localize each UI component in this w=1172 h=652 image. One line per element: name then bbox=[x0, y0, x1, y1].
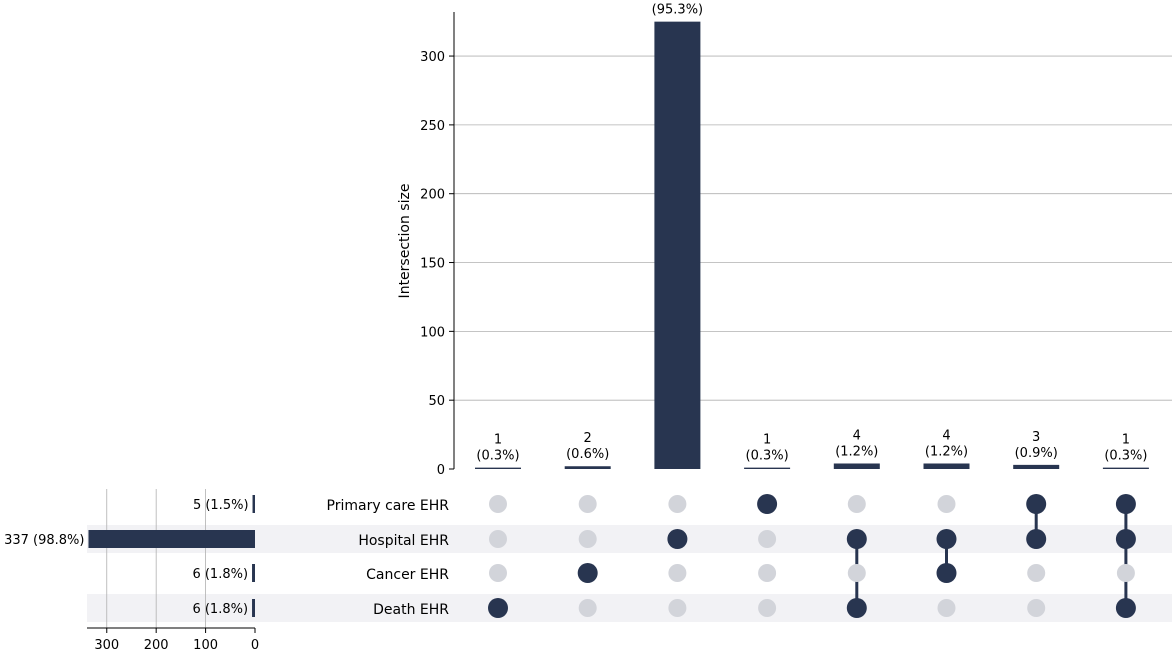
y-tick-label: 0 bbox=[437, 463, 445, 478]
matrix-dot-inactive bbox=[1027, 564, 1046, 582]
bar-percent-label: (0.3%) bbox=[1104, 449, 1147, 464]
matrix-dot-inactive bbox=[758, 599, 777, 617]
bar-count-label: 1 bbox=[763, 433, 771, 448]
matrix-dot-inactive bbox=[668, 599, 687, 617]
matrix-dot-inactive bbox=[937, 599, 956, 617]
intersection-bar bbox=[744, 467, 791, 469]
matrix-dot-inactive bbox=[489, 564, 507, 582]
matrix-dot-active bbox=[936, 563, 957, 583]
matrix-dot-active bbox=[1026, 529, 1047, 549]
y-tick-label: 150 bbox=[420, 257, 445, 272]
set-size-tick-label: 100 bbox=[193, 638, 218, 652]
matrix-dot-active bbox=[1115, 598, 1136, 618]
intersection-bar bbox=[654, 21, 701, 469]
y-tick-label: 300 bbox=[420, 50, 445, 65]
set-size-tick-label: 0 bbox=[251, 638, 259, 652]
matrix-dot-inactive bbox=[1027, 599, 1046, 617]
set-size-tick-label: 300 bbox=[94, 638, 119, 652]
intersection-bar bbox=[923, 463, 970, 469]
set-name-label: Hospital EHR bbox=[358, 533, 449, 549]
row-stripe bbox=[87, 525, 1172, 553]
set-size-ticks: 300 200 100 0 bbox=[94, 628, 259, 652]
intersection-bar bbox=[833, 463, 880, 469]
y-axis-title: Intersection size bbox=[397, 184, 413, 299]
matrix-dot-inactive bbox=[758, 530, 777, 548]
matrix-dot-inactive bbox=[489, 495, 507, 513]
matrix-dot-inactive bbox=[847, 564, 866, 582]
matrix-dot-inactive bbox=[489, 530, 507, 548]
bar-percent-label: (1.2%) bbox=[835, 444, 878, 459]
set-size-bar bbox=[252, 564, 255, 582]
matrix-dot-active bbox=[1026, 494, 1047, 514]
matrix-dot-active bbox=[667, 529, 688, 549]
set-names: Primary care EHR Hospital EHR Cancer EHR De… bbox=[327, 498, 450, 618]
matrix-dot-inactive bbox=[578, 599, 597, 617]
intersection-bars bbox=[475, 21, 1149, 469]
y-gridlines bbox=[454, 55, 1172, 401]
matrix-dot-inactive bbox=[668, 495, 687, 513]
set-size-bar bbox=[252, 599, 255, 617]
set-size-label: 6 (1.8%) bbox=[192, 567, 248, 582]
matrix-dot-inactive bbox=[578, 530, 597, 548]
set-size-label: 6 (1.8%) bbox=[192, 602, 248, 617]
bar-percent-label: (0.3%) bbox=[476, 449, 519, 464]
bar-percent-label: (1.2%) bbox=[925, 444, 968, 459]
intersection-bar bbox=[475, 467, 521, 469]
bar-percent-label: (95.3%) bbox=[652, 3, 703, 18]
matrix-dot-active bbox=[1115, 494, 1136, 514]
set-size-tick-label: 200 bbox=[144, 638, 169, 652]
set-size-bar bbox=[88, 530, 255, 548]
set-size-bars bbox=[88, 495, 255, 617]
y-tick-label: 100 bbox=[420, 325, 445, 340]
matrix-dot-inactive bbox=[668, 564, 687, 582]
matrix-dot-active bbox=[936, 529, 957, 549]
y-tick-labels: 0 50 100 150 200 250 300 bbox=[420, 50, 454, 478]
y-tick-label: 250 bbox=[420, 119, 445, 134]
set-size-gridlines bbox=[106, 489, 206, 628]
intersection-bar bbox=[1013, 464, 1060, 469]
bar-percent-label: (0.9%) bbox=[1015, 446, 1058, 461]
bar-percent-label: (0.6%) bbox=[566, 447, 609, 462]
y-tick-label: 200 bbox=[420, 188, 445, 203]
matrix-dot-inactive bbox=[578, 495, 597, 513]
matrix-dot-active bbox=[1115, 529, 1136, 549]
row-stripe bbox=[87, 594, 1172, 622]
intersection-bar bbox=[564, 466, 611, 469]
y-tick-label: 50 bbox=[428, 394, 445, 409]
bar-count-label: 3 bbox=[1032, 430, 1040, 445]
bar-count-label: 1 bbox=[1122, 433, 1130, 448]
set-size-label: 5 (1.5%) bbox=[193, 498, 249, 513]
intersection-bar-labels: 1(0.3%)2(0.6%)325(95.3%)1(0.3%)4(1.2%)4(… bbox=[476, 0, 1147, 464]
matrix-dot-inactive bbox=[937, 495, 956, 513]
bar-percent-label: (0.3%) bbox=[746, 449, 789, 464]
matrix-dot-inactive bbox=[1116, 564, 1135, 582]
set-size-label: 337 (98.8%) bbox=[4, 533, 84, 548]
bar-count-label: 325 bbox=[665, 0, 690, 2]
bar-count-label: 4 bbox=[853, 428, 861, 443]
bar-count-label: 2 bbox=[584, 431, 592, 446]
matrix-dot-active bbox=[846, 598, 867, 618]
intersection-bar bbox=[1102, 467, 1149, 469]
bar-count-label: 1 bbox=[494, 433, 502, 448]
matrix-dot-active bbox=[488, 598, 508, 618]
matrix-dot-inactive bbox=[847, 495, 866, 513]
set-name-label: Death EHR bbox=[373, 602, 449, 618]
matrix-dot-active bbox=[846, 529, 867, 549]
set-size-bar bbox=[252, 495, 255, 513]
matrix-dot-active bbox=[757, 494, 778, 514]
set-name-label: Cancer EHR bbox=[366, 567, 449, 583]
matrix-dot-inactive bbox=[758, 564, 777, 582]
matrix-row-stripes bbox=[87, 525, 1172, 622]
bar-count-label: 4 bbox=[942, 428, 950, 443]
membership-matrix bbox=[488, 494, 1136, 618]
set-size-labels: 5 (1.5%) 337 (98.8%) 6 (1.8%) 6 (1.8%) bbox=[4, 498, 248, 617]
matrix-dot-active bbox=[577, 563, 598, 583]
set-name-label: Primary care EHR bbox=[327, 498, 450, 514]
